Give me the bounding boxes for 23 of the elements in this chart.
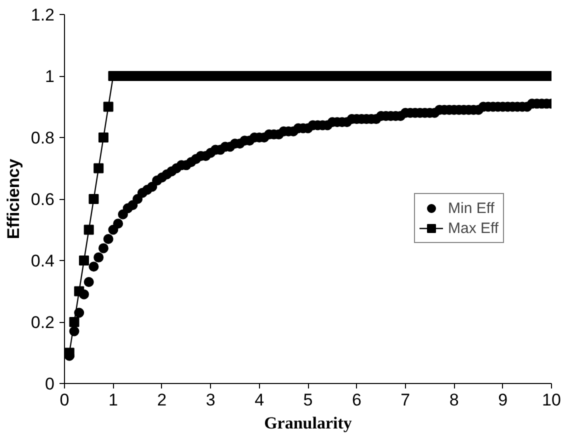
x-tick-label: 9 <box>498 390 508 410</box>
x-tick-label: 1 <box>108 390 118 410</box>
x-tick-label: 10 <box>542 390 561 410</box>
y-tick-label: 0.4 <box>30 252 55 270</box>
y-tick-label: 1.2 <box>30 6 55 24</box>
point <box>64 348 74 358</box>
x-tick-label: 5 <box>303 390 313 410</box>
y-tick-label: 0.8 <box>30 128 55 148</box>
y-tick-label: 1 <box>45 67 55 86</box>
y-tick-label: 0 <box>45 374 55 394</box>
x-tick-label: 6 <box>352 390 362 410</box>
y-axis-title: Efficiency <box>4 158 23 240</box>
x-tick-label: 4 <box>254 390 264 410</box>
x-tick-label: 7 <box>400 390 410 410</box>
legend-label: Max Eff <box>448 220 499 236</box>
x-axis-title: Granularity <box>264 414 352 432</box>
x-tick-label: 0 <box>60 390 70 410</box>
legend-label: Min Eff <box>448 200 494 216</box>
y-tick-label: 0.6 <box>30 190 55 209</box>
x-tick-label: 8 <box>449 390 459 410</box>
x-tick-label: 3 <box>206 390 216 410</box>
x-tick-label: 2 <box>157 390 167 410</box>
y-tick-label: 0.2 <box>30 313 55 332</box>
